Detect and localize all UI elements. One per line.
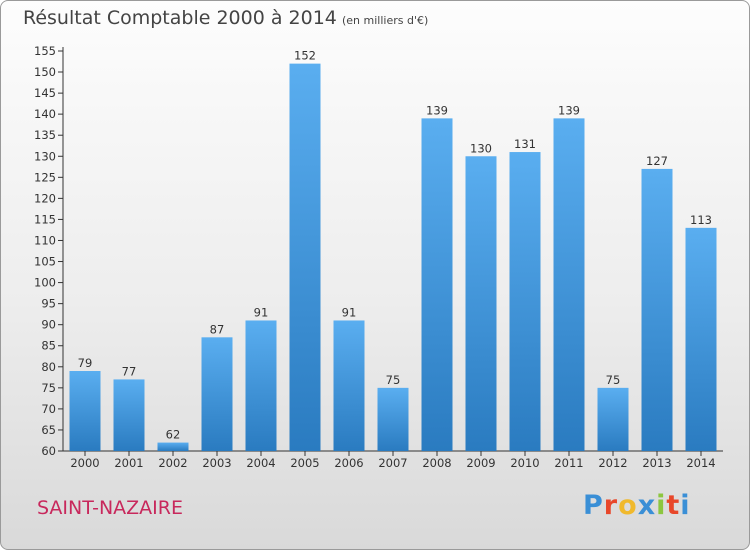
x-tick-label: 2008 [422,456,451,470]
logo-letter: x [637,490,657,521]
proxiti-logo: Proxiti [583,490,691,521]
bar-value-label: 113 [690,213,712,227]
commune-name: SAINT-NAZAIRE [37,497,183,519]
bar-value-label: 75 [606,373,621,387]
bar-value-label: 75 [386,373,401,387]
x-tick-label: 2001 [114,456,143,470]
y-tick-label: 135 [34,128,56,142]
y-tick-label: 105 [34,255,56,269]
y-tick-label: 110 [34,233,56,247]
x-tick-label: 2009 [466,456,495,470]
x-tick-label: 2007 [378,456,407,470]
y-tick-label: 155 [34,44,56,58]
y-tick-label: 60 [41,444,56,458]
bar-value-label: 139 [426,103,448,117]
y-tick-label: 65 [41,423,56,437]
bar [465,156,497,451]
x-tick-label: 2010 [510,456,539,470]
y-tick-label: 125 [34,170,56,184]
x-tick-label: 2005 [290,456,319,470]
y-tick-label: 90 [41,318,56,332]
logo-letter: t [666,490,681,521]
y-tick-label: 100 [34,276,56,290]
bar-value-label: 91 [342,305,357,319]
bar-value-label: 62 [166,428,181,442]
logo-letter: r [603,490,619,521]
logo-letter: o [618,490,638,521]
bar-value-label: 87 [210,322,225,336]
bar-value-label: 77 [122,364,137,378]
x-tick-label: 2006 [334,456,363,470]
y-tick-label: 85 [41,339,56,353]
x-tick-label: 2002 [158,456,187,470]
y-tick-label: 70 [41,402,56,416]
y-tick-label: 80 [41,360,56,374]
bar [597,387,629,451]
bar [421,118,453,452]
bar-value-label: 79 [78,356,93,370]
x-tick-label: 2000 [70,456,99,470]
y-tick-label: 140 [34,107,56,121]
x-tick-label: 2013 [642,456,671,470]
logo-letter: P [583,490,604,521]
bar [685,227,717,451]
y-tick-label: 120 [34,191,56,205]
bar [245,320,277,451]
bars: 79 77 62 87 91 152 91 75 139 130 131 139 75 127 113 [69,49,717,452]
x-axis: 2000 2001 2002 2003 2004 2005 2006 2007 2008 2009… [63,450,723,470]
logo-letter: i [656,490,667,521]
y-axis: 60 65 70 75 80 85 90 95 100 105 110 115 120 125 130 135… [34,44,64,458]
bar [113,379,145,451]
y-tick-label: 115 [34,212,56,226]
bar [509,152,541,452]
bar [69,371,101,451]
bar-value-label: 152 [294,49,316,63]
chart-title: Résultat Comptable 2000 à 2014 [23,7,337,29]
bar [553,118,585,452]
logo-letter: i [680,490,691,521]
bar-value-label: 91 [254,305,269,319]
bar [641,168,673,452]
bar [333,320,365,451]
x-tick-label: 2003 [202,456,231,470]
x-tick-label: 2012 [598,456,627,470]
x-tick-label: 2004 [246,456,275,470]
bar-value-label: 130 [470,141,492,155]
bar-value-label: 127 [646,154,668,168]
bar [377,387,409,451]
y-tick-label: 95 [41,297,56,311]
x-tick-label: 2014 [686,456,715,470]
y-tick-label: 75 [41,381,56,395]
bar [289,63,321,451]
y-tick-label: 150 [34,65,56,79]
bar [157,442,189,451]
bar [201,337,233,451]
bar-value-label: 139 [558,103,580,117]
bar-value-label: 131 [514,137,536,151]
chart-subtitle: (en milliers d'€) [342,14,429,27]
x-tick-label: 2011 [554,456,583,470]
y-tick-label: 145 [34,86,56,100]
y-tick-label: 130 [34,149,56,163]
